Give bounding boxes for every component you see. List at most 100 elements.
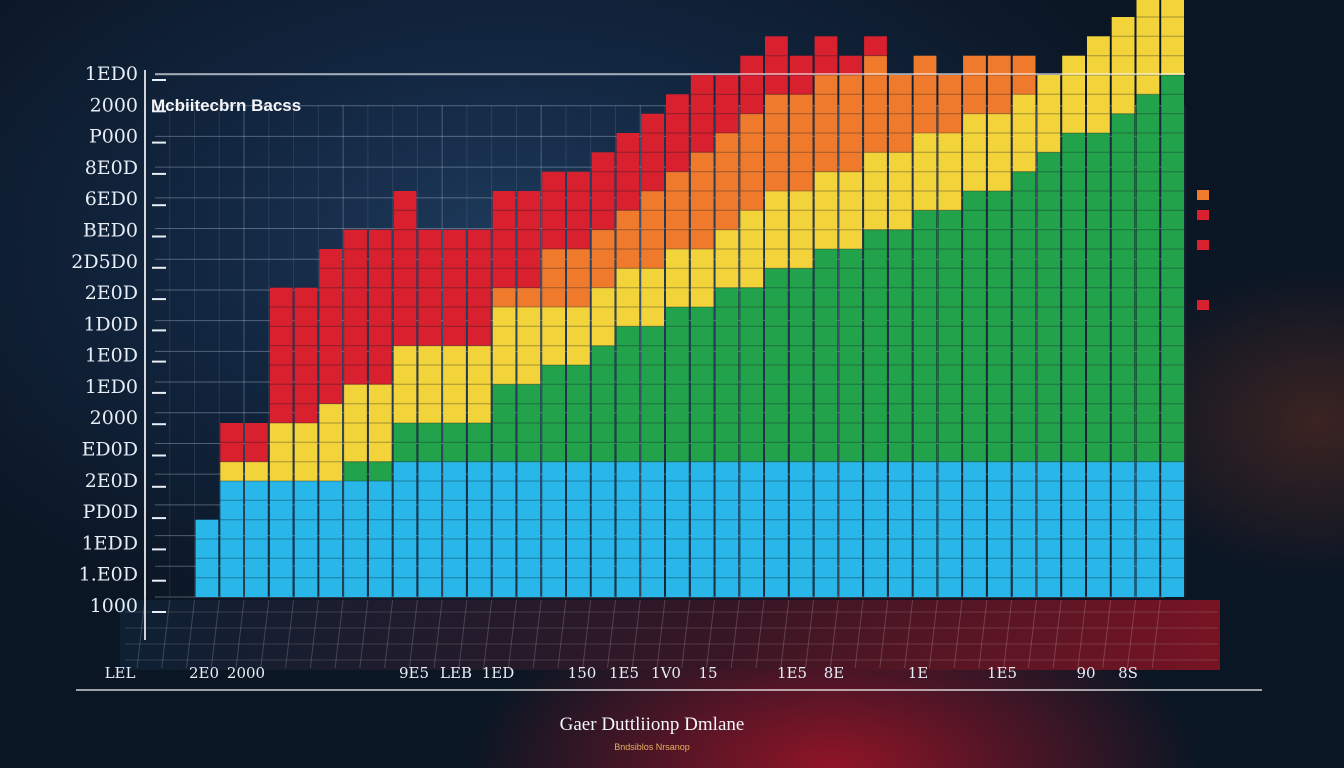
y-tick-labels: 1ED0 2000 P000 8E0D 6ED0 BED0 2D5D0 2E0D 1D0D 1E0… <box>71 63 166 617</box>
yellow-band-bar <box>765 191 788 269</box>
red-band-bar <box>418 229 442 346</box>
yellow-band-bar <box>269 423 293 481</box>
red-band-bar <box>814 36 838 75</box>
green-band-bar <box>591 345 615 462</box>
yellow-band-bar <box>492 307 516 385</box>
orange-band-bar <box>987 55 1011 114</box>
blue-band-bar <box>888 461 912 597</box>
floor-line <box>210 599 220 669</box>
floor-line <box>1003 599 1013 669</box>
red-band-bar <box>666 94 689 172</box>
green-band-bar <box>888 229 912 462</box>
y-tick-label: 2000 <box>90 407 138 429</box>
green-band-bar <box>368 461 392 481</box>
y-tick-label: 1E0D <box>85 345 138 367</box>
blue-band-bar <box>963 461 986 597</box>
orange-band-bar <box>839 75 863 172</box>
orange-band-bar <box>567 249 590 307</box>
yellow-band-bar <box>245 461 268 481</box>
blue-band-bar <box>195 519 219 597</box>
orange-band-bar <box>690 152 714 249</box>
yellow-band-bar <box>1111 17 1135 114</box>
floor-line <box>1151 599 1161 669</box>
blue-band-bar <box>740 461 764 597</box>
green-band-bar <box>814 249 838 462</box>
red-band-bar <box>245 423 268 462</box>
floor-line <box>260 599 270 669</box>
blue-band-bar <box>220 481 244 597</box>
floor-line <box>879 599 889 669</box>
blue-band-bar <box>368 481 392 597</box>
floor-line <box>953 599 963 669</box>
floor-line <box>829 599 839 669</box>
yellow-band-bar <box>938 133 962 211</box>
yellow-band-bar <box>641 268 664 327</box>
floor-line <box>978 599 988 669</box>
green-band-bar <box>1037 152 1061 462</box>
floor-line <box>1052 599 1062 669</box>
y-tick-label: 1.E0D <box>79 564 138 586</box>
yellow-band-bar <box>1161 0 1184 75</box>
blue-band-bar <box>344 481 367 597</box>
yellow-band-bar <box>814 171 838 249</box>
floor-line <box>161 599 171 669</box>
blue-band-bar <box>517 461 541 597</box>
orange-band-bar <box>938 75 962 133</box>
floor-line <box>532 599 542 669</box>
x-tick-label: 2E0 <box>189 664 219 682</box>
red-band-bar <box>368 229 392 385</box>
blue-band-bar <box>864 461 887 597</box>
blue-band-bar <box>1136 461 1160 597</box>
x-tick-label: LEB <box>440 664 472 682</box>
yellow-band-bar <box>1037 75 1061 153</box>
orange-band-bar <box>715 133 739 230</box>
orange-band-bar <box>517 287 541 307</box>
blue-band-bar <box>1012 461 1036 597</box>
blue-band-bar <box>467 461 491 597</box>
red-band-bar <box>517 191 541 288</box>
x-tick-label: 90 <box>1076 664 1095 682</box>
blue-band-bar <box>1062 461 1085 597</box>
floor-line <box>928 599 938 669</box>
red-band-bar <box>715 75 739 133</box>
floor-line <box>309 599 319 669</box>
y-tick-label: ED0D <box>82 439 138 461</box>
y-tick-label: 1000 <box>90 595 138 617</box>
red-band-bar <box>269 287 293 423</box>
yellow-band-bar <box>443 345 466 423</box>
x-tick-label: 150 <box>568 664 597 682</box>
blue-band-bar <box>789 461 813 597</box>
yellow-band-bar <box>517 307 541 385</box>
floor-line <box>557 599 567 669</box>
yellow-band-bar <box>319 403 343 481</box>
orange-band-bar <box>789 94 813 191</box>
red-band-bar <box>567 171 590 249</box>
floor-line <box>1102 599 1112 669</box>
floor-line <box>408 599 418 669</box>
floor-line <box>186 599 196 669</box>
floor-plane <box>120 600 1220 670</box>
red-band-bar <box>616 133 640 211</box>
floor-line <box>433 599 443 669</box>
orange-band-bar <box>740 113 764 211</box>
orange-band-bar <box>765 94 788 191</box>
y-tick-label: P000 <box>89 126 138 148</box>
orange-band-bar <box>963 55 986 114</box>
yellow-band-bar <box>913 133 937 211</box>
orange-band-bar <box>913 55 937 134</box>
blue-band-bar <box>443 461 466 597</box>
yellow-band-bar <box>888 152 912 230</box>
yellow-band-bar <box>666 249 689 307</box>
yellow-band-bar <box>963 113 986 191</box>
red-band-bar <box>740 55 764 114</box>
y-tick-label: 1ED0 <box>85 63 138 85</box>
y-tick-label: BED0 <box>83 220 138 242</box>
orange-band-bar <box>641 191 664 269</box>
red-band-bar <box>220 423 244 462</box>
yellow-band-bar <box>715 229 739 288</box>
x-tick-label: 8E <box>824 664 845 682</box>
x-tick-label: 1E5 <box>777 664 807 682</box>
red-band-bar <box>319 249 343 404</box>
green-band-bar <box>690 307 714 462</box>
y-tick-label: PD0D <box>83 501 138 523</box>
